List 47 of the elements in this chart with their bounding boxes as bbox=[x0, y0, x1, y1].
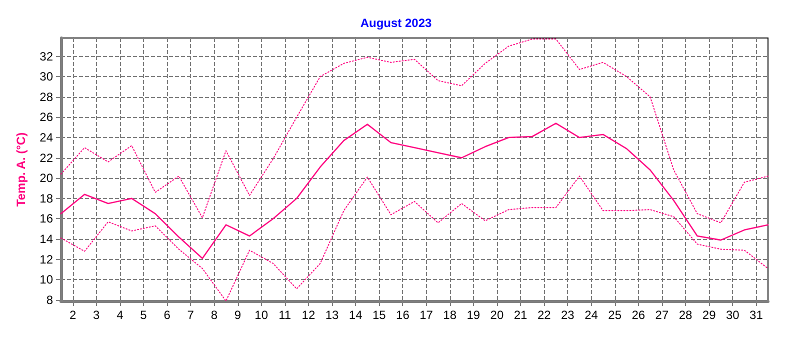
x-tick-label: 26 bbox=[632, 308, 646, 322]
x-tick-label: 29 bbox=[702, 308, 716, 322]
x-tick-label: 11 bbox=[278, 308, 292, 322]
x-tick-label: 4 bbox=[116, 308, 124, 322]
x-tick-label: 8 bbox=[210, 308, 218, 322]
x-tick-label: 10 bbox=[254, 308, 268, 322]
line-series bbox=[60, 122, 769, 259]
y-tick-label: 22 bbox=[40, 150, 54, 165]
x-tick-label: 2 bbox=[69, 308, 76, 322]
x-tick-label: 28 bbox=[678, 308, 693, 322]
y-tick-label: 26 bbox=[40, 110, 54, 124]
x-tick-label: 13 bbox=[325, 308, 340, 322]
x-tick-label: 16 bbox=[396, 308, 410, 322]
x-tick-label: 17 bbox=[420, 308, 434, 322]
x-tick-label: 27 bbox=[655, 308, 669, 322]
y-tick-label: 16 bbox=[40, 212, 54, 226]
x-tick-label: 14 bbox=[348, 308, 363, 322]
x-tick-label: 22 bbox=[537, 308, 552, 322]
x-tick-label: 25 bbox=[608, 308, 622, 322]
y-tick-label: 30 bbox=[40, 70, 54, 84]
y-tick-label: 12 bbox=[40, 252, 54, 266]
y-tick-label: 24 bbox=[40, 130, 54, 145]
x-tick-label: 18 bbox=[443, 308, 457, 322]
x-tick-label: 21 bbox=[514, 308, 528, 322]
y-tick-label: 18 bbox=[40, 191, 54, 206]
y-tick-label: 8 bbox=[46, 292, 54, 307]
x-tick-label: 24 bbox=[584, 308, 598, 322]
y-tick-label: 28 bbox=[40, 90, 54, 104]
x-tick-label: 5 bbox=[140, 308, 148, 322]
x-tick-label: 20 bbox=[490, 308, 504, 322]
y-tick-label: 20 bbox=[40, 171, 54, 186]
x-tick-label: 7 bbox=[187, 308, 194, 322]
x-tick-label: 6 bbox=[164, 308, 171, 322]
y-tick-label: 14 bbox=[40, 232, 54, 246]
x-tick-label: 19 bbox=[466, 308, 480, 322]
y-axis-title: Temp. A. (°C) bbox=[14, 132, 28, 207]
x-tick-label: 30 bbox=[726, 308, 740, 322]
x-tick-label: 9 bbox=[234, 308, 242, 322]
line-series bbox=[60, 38, 768, 224]
x-tick-label: 15 bbox=[372, 308, 386, 322]
x-tick-label: 23 bbox=[561, 308, 575, 322]
x-tick-label: 31 bbox=[750, 308, 764, 322]
chart-title: August 2023 bbox=[360, 16, 432, 30]
x-tick-label: 12 bbox=[302, 308, 316, 322]
y-tick-label: 10 bbox=[40, 272, 54, 287]
x-tick-label: 3 bbox=[93, 308, 100, 322]
y-tick-label: 32 bbox=[40, 49, 54, 64]
